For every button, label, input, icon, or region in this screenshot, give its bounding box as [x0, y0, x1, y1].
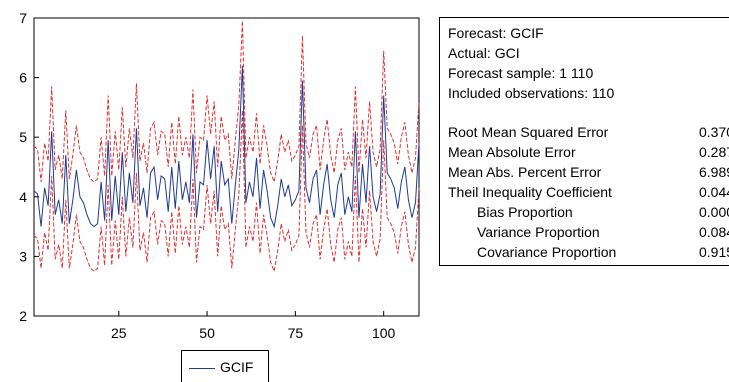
x-tick-label: 50	[199, 325, 215, 341]
legend-label-gcif: GCIF	[220, 359, 254, 375]
y-tick-label: 4	[19, 189, 27, 205]
forecast-sample: Forecast sample: 1 110	[448, 65, 594, 81]
actual-name: Actual: GCI	[448, 45, 520, 61]
forecast-name: Forecast: GCIF	[448, 25, 544, 41]
series-line-upper-band	[33, 20, 420, 184]
y-tick-label: 5	[19, 129, 27, 145]
stat-value: 0.287264	[699, 144, 729, 160]
stat-row: Mean Absolute Error 0.287264	[448, 144, 729, 162]
stat-label: Theil Inequality Coefficient	[448, 184, 612, 200]
legend-swatch-gcif	[189, 368, 215, 369]
y-tick-label: 6	[19, 70, 27, 86]
stat-value: 0.915047	[699, 244, 729, 260]
x-tick-label: 25	[111, 325, 127, 341]
forecast-stats-panel: Forecast: GCIF Actual: GCI Forecast samp…	[439, 17, 729, 266]
x-tick-label: 75	[288, 325, 304, 341]
stat-row: Variance Proportion 0.084864	[448, 224, 729, 242]
stat-row: Bias Proportion 0.000089	[448, 204, 729, 222]
stat-label: Mean Absolute Error	[448, 144, 576, 160]
x-tick-label: 100	[372, 325, 396, 341]
stat-label: Covariance Proportion	[477, 244, 617, 260]
stat-label: Bias Proportion	[477, 204, 573, 220]
stat-row: Theil Inequality Coefficient 0.044275	[448, 184, 729, 202]
stat-row: Covariance Proportion 0.915047	[448, 244, 729, 262]
y-tick-label: 2	[19, 308, 27, 324]
stat-value: 0.084864	[699, 224, 729, 240]
chart-legend: GCIF	[181, 350, 269, 382]
series-line-lower-band	[33, 110, 420, 274]
stat-value: 6.989439	[699, 164, 729, 180]
stat-label: Mean Abs. Percent Error	[448, 164, 602, 180]
plot-frame	[33, 17, 420, 317]
forecast-chart: 2 3 4 5 6 7 25 50 75 100	[19, 10, 420, 341]
stat-row: Mean Abs. Percent Error 6.989439	[448, 164, 729, 182]
stat-label: Variance Proportion	[477, 224, 600, 240]
y-tick-label: 3	[19, 248, 27, 264]
included-observations: Included observations: 110	[448, 85, 615, 101]
stat-row: Root Mean Squared Error 0.370785	[448, 124, 729, 142]
stat-label: Root Mean Squared Error	[448, 124, 609, 140]
y-tick-label: 7	[19, 10, 27, 26]
series-line-gcif	[33, 65, 420, 229]
stat-value: 0.044275	[699, 184, 729, 200]
stat-value: 0.370785	[699, 124, 729, 140]
stat-value: 0.000089	[699, 204, 729, 220]
